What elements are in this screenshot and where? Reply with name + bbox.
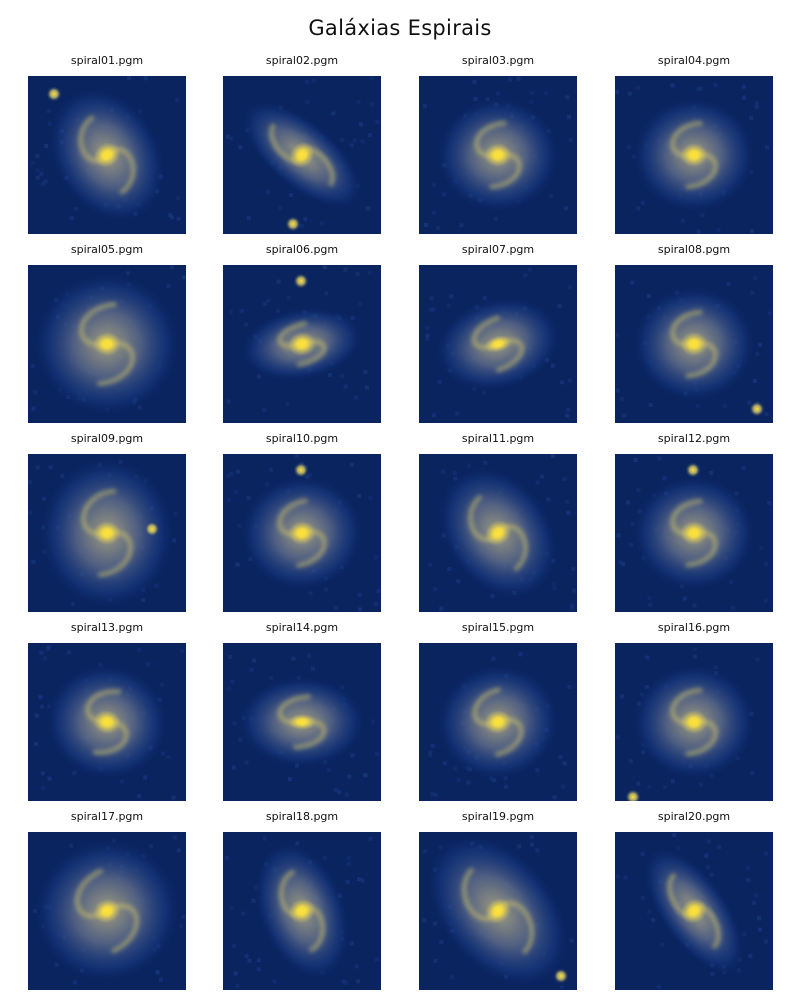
galaxy-panel: spiral03.pgm xyxy=(419,54,577,234)
galaxy-filename: spiral05.pgm xyxy=(70,243,144,256)
galaxy-filename: spiral19.pgm xyxy=(461,810,535,823)
galaxy-panel: spiral01.pgm xyxy=(28,54,186,234)
galaxy-image xyxy=(615,832,773,990)
galaxy-image xyxy=(223,454,381,612)
galaxy-image xyxy=(28,832,186,990)
galaxy-panel: spiral14.pgm xyxy=(223,621,381,801)
galaxy-panel: spiral11.pgm xyxy=(419,432,577,612)
galaxy-image xyxy=(419,643,577,801)
galaxy-image xyxy=(615,454,773,612)
galaxy-image xyxy=(615,643,773,801)
galaxy-panel: spiral08.pgm xyxy=(615,243,773,423)
galaxy-image xyxy=(615,265,773,423)
galaxy-image xyxy=(223,832,381,990)
galaxy-image xyxy=(28,643,186,801)
galaxy-image xyxy=(223,76,381,234)
galaxy-image xyxy=(223,643,381,801)
galaxy-panel: spiral16.pgm xyxy=(615,621,773,801)
galaxy-image xyxy=(419,454,577,612)
galaxy-filename: spiral12.pgm xyxy=(657,432,731,445)
galaxy-image xyxy=(28,265,186,423)
galaxy-panel: spiral19.pgm xyxy=(419,810,577,990)
galaxy-image xyxy=(419,76,577,234)
galaxy-panel: spiral09.pgm xyxy=(28,432,186,612)
galaxy-filename: spiral13.pgm xyxy=(70,621,144,634)
galaxy-filename: spiral20.pgm xyxy=(657,810,731,823)
galaxy-image xyxy=(223,265,381,423)
galaxy-image xyxy=(615,76,773,234)
galaxy-image xyxy=(419,265,577,423)
galaxy-filename: spiral09.pgm xyxy=(70,432,144,445)
galaxy-filename: spiral07.pgm xyxy=(461,243,535,256)
galaxy-filename: spiral11.pgm xyxy=(461,432,535,445)
galaxy-filename: spiral16.pgm xyxy=(657,621,731,634)
galaxy-panel: spiral17.pgm xyxy=(28,810,186,990)
galaxy-panel: spiral04.pgm xyxy=(615,54,773,234)
galaxy-panel: spiral15.pgm xyxy=(419,621,577,801)
galaxy-panel: spiral12.pgm xyxy=(615,432,773,612)
galaxy-filename: spiral14.pgm xyxy=(265,621,339,634)
galaxy-panel: spiral20.pgm xyxy=(615,810,773,990)
galaxy-filename: spiral06.pgm xyxy=(265,243,339,256)
galaxy-filename: spiral18.pgm xyxy=(265,810,339,823)
galaxy-filename: spiral15.pgm xyxy=(461,621,535,634)
galaxy-panel: spiral18.pgm xyxy=(223,810,381,990)
galaxy-panel: spiral06.pgm xyxy=(223,243,381,423)
galaxy-filename: spiral03.pgm xyxy=(461,54,535,67)
galaxy-image xyxy=(28,454,186,612)
galaxy-filename: spiral10.pgm xyxy=(265,432,339,445)
galaxy-panel: spiral07.pgm xyxy=(419,243,577,423)
galaxy-panel: spiral02.pgm xyxy=(223,54,381,234)
galaxy-filename: spiral17.pgm xyxy=(70,810,144,823)
galaxy-panel: spiral10.pgm xyxy=(223,432,381,612)
galaxy-image xyxy=(419,832,577,990)
galaxy-filename: spiral01.pgm xyxy=(70,54,144,67)
galaxy-panel: spiral05.pgm xyxy=(28,243,186,423)
galaxy-filename: spiral04.pgm xyxy=(657,54,731,67)
galaxy-filename: spiral02.pgm xyxy=(265,54,339,67)
galaxy-image xyxy=(28,76,186,234)
galaxy-panel: spiral13.pgm xyxy=(28,621,186,801)
galaxy-filename: spiral08.pgm xyxy=(657,243,731,256)
figure-title: Galáxias Espirais xyxy=(308,16,492,40)
